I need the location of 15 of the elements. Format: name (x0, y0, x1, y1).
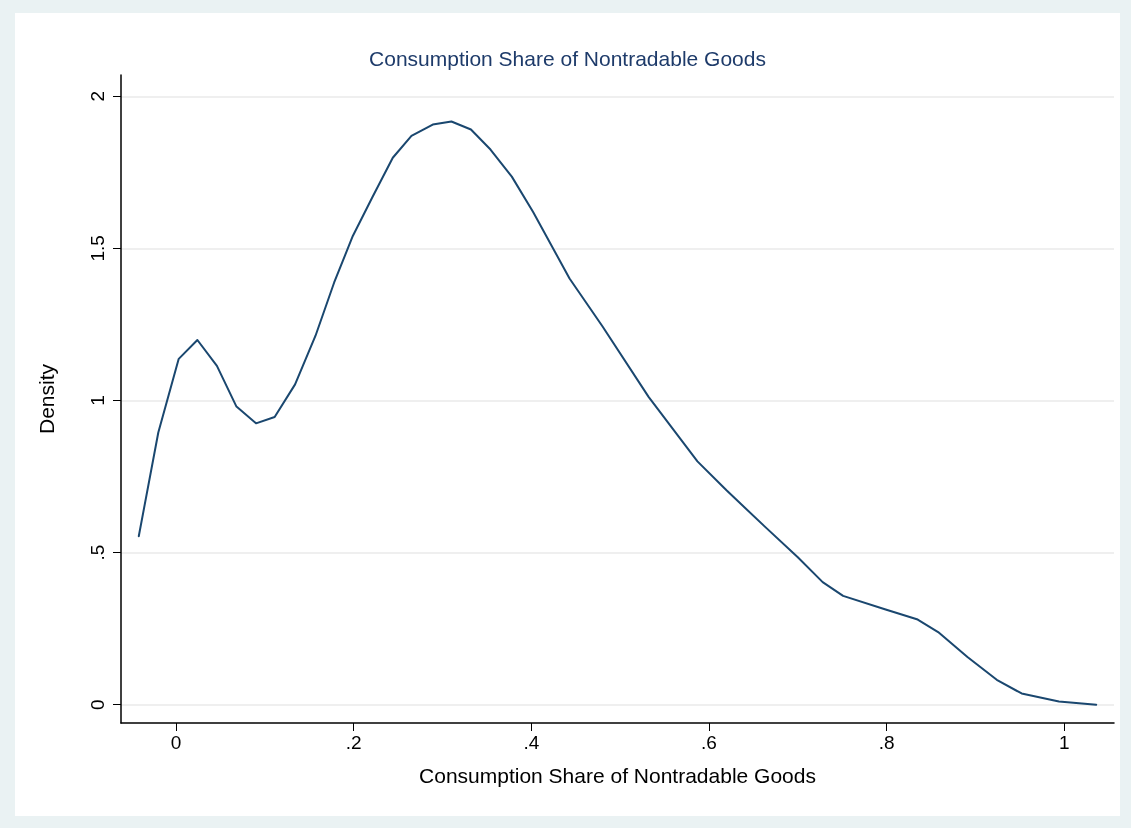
x-tick-label: .4 (523, 732, 540, 753)
y-tick-label: 1.5 (87, 235, 108, 262)
y-tick-label: 1 (87, 395, 108, 406)
x-tick-label: 1 (1058, 732, 1070, 753)
line-series (137, 120, 1098, 706)
y-tick-label: 0 (87, 699, 108, 711)
x-tick-label: .8 (878, 732, 895, 753)
y-axis-title: Density (35, 363, 58, 435)
x-axis-title: Consumption Share of Nontradable Goods (419, 764, 816, 787)
y-tick-label: 2 (87, 91, 108, 102)
y-tick-label: .5 (87, 544, 108, 561)
x-tick-label: .2 (345, 732, 362, 753)
x-tick-label: .6 (701, 732, 717, 753)
x-tick-label: 0 (170, 732, 182, 753)
chart-title: Consumption Share of Nontradable Goods (369, 47, 766, 70)
